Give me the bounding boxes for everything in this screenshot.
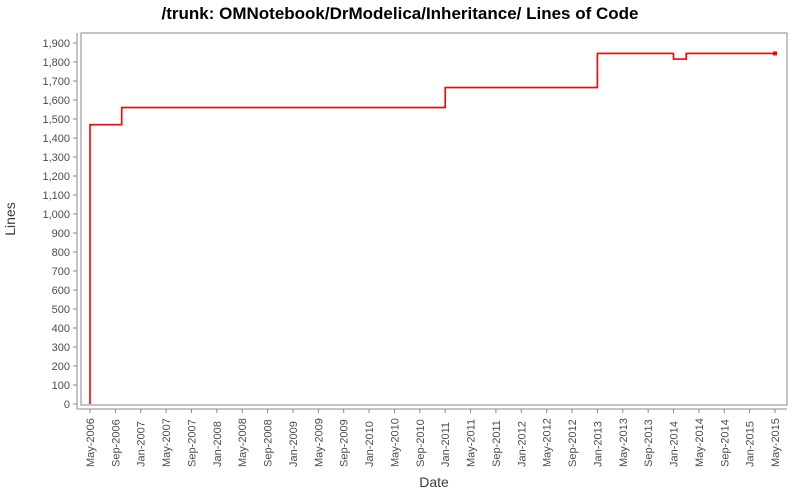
- x-tick-label: May-2009: [313, 418, 325, 467]
- series-end-marker: [773, 51, 777, 56]
- x-tick-label: Jan-2012: [516, 421, 528, 467]
- chart-title: /trunk: OMNotebook/DrModelica/Inheritanc…: [161, 4, 639, 23]
- y-tick-label: 900: [52, 228, 70, 240]
- y-tick-label: 1,100: [42, 190, 70, 202]
- x-tick-label: May-2014: [694, 418, 706, 467]
- x-tick-label: Jan-2015: [745, 421, 757, 467]
- x-tick-label: Jan-2009: [288, 421, 300, 467]
- y-axis-title: Lines: [2, 202, 18, 235]
- loc-series-line: [89, 52, 775, 404]
- y-tick-label: 500: [52, 304, 70, 316]
- x-tick-label: Jan-2008: [212, 421, 224, 467]
- y-tick-label: 400: [52, 323, 70, 335]
- x-tick-label: Sep-2008: [263, 419, 275, 467]
- x-tick-label: Sep-2009: [339, 419, 351, 467]
- y-tick-label: 1,000: [42, 209, 70, 221]
- x-tick-label: Jan-2013: [592, 421, 604, 467]
- x-tick-label: Sep-2011: [491, 420, 503, 467]
- x-tick-label: Sep-2006: [110, 419, 122, 467]
- y-tick-label: 1,800: [42, 57, 70, 69]
- y-tick-label: 1,700: [42, 76, 70, 88]
- x-tick-label: May-2010: [389, 418, 401, 467]
- y-tick-label: 1,400: [42, 133, 70, 145]
- x-tick-label: Sep-2010: [415, 419, 427, 467]
- y-tick-label: 200: [52, 361, 70, 373]
- y-tick-label: 1,200: [42, 171, 70, 183]
- x-tick-label: May-2015: [770, 418, 782, 467]
- x-tick-label: Jan-2014: [669, 421, 681, 467]
- x-tick-label: Sep-2007: [186, 419, 198, 467]
- y-tick-label: 0: [64, 399, 70, 411]
- x-tick-label: Sep-2014: [719, 419, 731, 467]
- y-tick-label: 300: [52, 342, 70, 354]
- x-tick-label: May-2007: [161, 418, 173, 467]
- x-axis-title: Date: [419, 474, 449, 490]
- y-tick-label: 1,500: [42, 114, 70, 126]
- x-tick-label: May-2012: [542, 418, 554, 467]
- x-tick-label: May-2011: [466, 419, 478, 467]
- y-tick-label: 1,600: [42, 95, 70, 107]
- x-tick-label: Jan-2010: [364, 421, 376, 467]
- y-tick-label: 100: [52, 380, 70, 392]
- x-tick-label: May-2008: [237, 418, 249, 467]
- x-tick-label: May-2013: [618, 418, 630, 467]
- x-tick-label: Sep-2012: [567, 419, 579, 467]
- x-axis: May-2006 Sep-2006 Jan-2007 May-2007 Sep-2007…: [85, 409, 782, 467]
- y-tick-label: 600: [52, 285, 70, 297]
- y-axis: 0 100 200 300 400 500 600 700 800 900 1,000 1,100 1,…: [42, 38, 77, 411]
- plot-border: [80, 32, 788, 406]
- x-tick-label: Jan-2007: [136, 421, 148, 467]
- y-tick-label: 700: [52, 266, 70, 278]
- y-tick-label: 800: [52, 247, 70, 259]
- x-tick-label: May-2006: [85, 418, 97, 467]
- y-tick-label: 1,300: [42, 152, 70, 164]
- x-tick-label: Sep-2013: [643, 419, 655, 467]
- x-tick-label: Jan-2011: [440, 422, 452, 467]
- y-tick-label: 1,900: [42, 38, 70, 50]
